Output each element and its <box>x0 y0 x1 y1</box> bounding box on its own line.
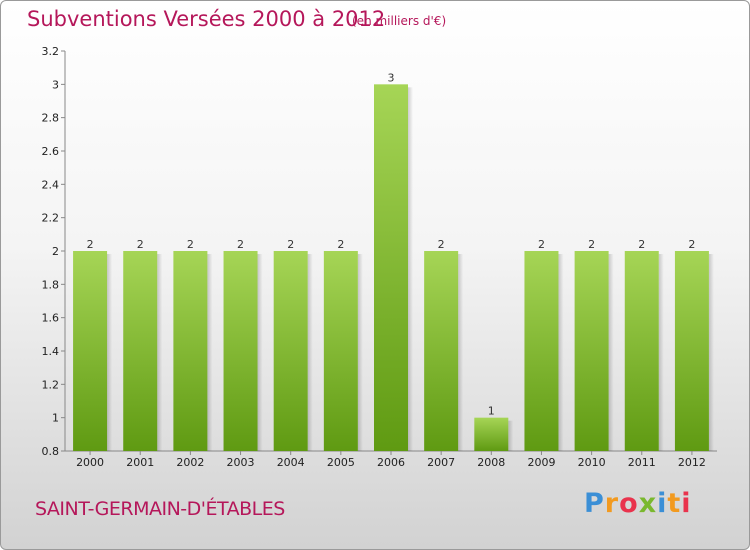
bar-shadow <box>357 254 363 451</box>
y-tick-label: 2.6 <box>42 145 60 158</box>
bar <box>323 251 358 451</box>
x-tick-label: 2004 <box>277 456 305 469</box>
city-name: SAINT-GERMAIN-D'ÉTABLES <box>35 498 285 520</box>
logo-letter: r <box>604 488 620 519</box>
data-label: 2 <box>438 238 445 251</box>
bar <box>374 84 408 451</box>
data-label: 2 <box>137 238 144 251</box>
bar-shadow <box>408 87 413 451</box>
logo-letter: i <box>681 488 692 519</box>
x-tick-label: 2008 <box>477 456 505 469</box>
bar <box>223 251 258 451</box>
logo-letter: t <box>667 488 682 519</box>
data-label: 2 <box>588 238 595 251</box>
x-tick-label: 2009 <box>527 456 555 469</box>
data-label: 2 <box>688 238 695 251</box>
data-label: 3 <box>388 71 395 84</box>
y-tick-label: 1 <box>52 412 59 425</box>
chart-title: Subventions Versées 2000 à 2012 <box>27 7 386 31</box>
bar <box>674 251 709 451</box>
bar-shadow <box>458 254 464 451</box>
y-tick-label: 2.4 <box>42 178 60 191</box>
bar <box>624 251 659 451</box>
bar-shadow <box>608 254 614 451</box>
bar <box>273 251 308 451</box>
chart-subtitle: (en milliers d'€) <box>352 14 447 28</box>
bar-shadow <box>558 254 564 451</box>
y-tick-label: 2.2 <box>42 212 60 225</box>
y-tick-label: 1.6 <box>42 312 60 325</box>
x-tick-label: 2002 <box>176 456 204 469</box>
logo-letter: i <box>657 488 668 519</box>
x-tick-label: 2005 <box>327 456 355 469</box>
data-label: 2 <box>187 238 194 251</box>
bar-shadow <box>658 254 664 451</box>
bar <box>173 251 208 451</box>
proxiti-logo: Proxiti <box>584 488 692 519</box>
bar-shadow <box>207 254 213 451</box>
x-tick-label: 2006 <box>377 456 405 469</box>
x-tick-label: 2007 <box>427 456 455 469</box>
bar-shadow <box>508 420 514 451</box>
x-tick-label: 2012 <box>678 456 706 469</box>
bar-shadow <box>708 254 714 451</box>
bar-shadow <box>157 254 163 451</box>
y-tick-label: 2 <box>52 245 59 258</box>
data-label: 2 <box>87 238 94 251</box>
bar <box>424 251 459 451</box>
logo-letter: P <box>584 488 605 519</box>
data-label: 2 <box>337 238 344 251</box>
y-tick-label: 1.2 <box>42 378 60 391</box>
bar <box>524 251 559 451</box>
data-label: 2 <box>237 238 244 251</box>
x-tick-label: 2010 <box>578 456 606 469</box>
bar <box>123 251 158 451</box>
y-tick-label: 3 <box>52 78 59 91</box>
x-tick-label: 2000 <box>76 456 104 469</box>
bar-shadow <box>257 254 263 451</box>
bar-shadow <box>307 254 313 451</box>
data-label: 2 <box>287 238 294 251</box>
y-tick-label: 3.2 <box>42 45 60 58</box>
bar <box>574 251 609 451</box>
data-label: 2 <box>638 238 645 251</box>
y-tick-label: 0.8 <box>42 445 60 458</box>
chart-bars <box>73 84 714 451</box>
y-tick-label: 1.8 <box>42 278 60 291</box>
logo-letter: o <box>619 488 639 519</box>
data-label: 1 <box>488 405 495 418</box>
bar <box>73 251 108 451</box>
data-label: 2 <box>538 238 545 251</box>
y-tick-label: 2.8 <box>42 112 60 125</box>
x-tick-label: 2001 <box>126 456 154 469</box>
bar <box>474 417 509 451</box>
x-tick-label: 2011 <box>628 456 656 469</box>
chart-labels: 2000 2 2001 2 2002 2 2003 2 2004 2 2005 2 2006 3 2007 2… <box>76 71 706 469</box>
logo-letter: x <box>638 488 658 519</box>
x-tick-label: 2003 <box>227 456 255 469</box>
bar-shadow <box>107 254 113 451</box>
y-tick-label: 1.4 <box>42 345 60 358</box>
